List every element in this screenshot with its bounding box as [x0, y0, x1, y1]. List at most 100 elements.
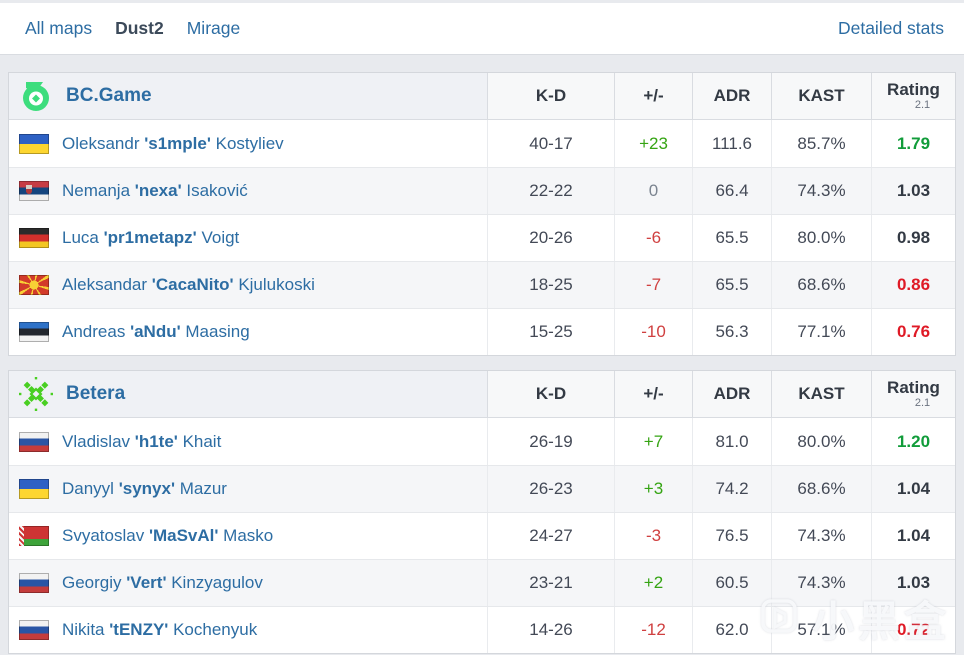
player-cell[interactable]: Georgiy 'Vert' Kinzyagulov — [9, 560, 487, 606]
column-header-rating: Rating 2.1 — [871, 371, 955, 417]
tab-mirage[interactable]: Mirage — [186, 18, 241, 38]
kd-value: 23-21 — [487, 560, 614, 606]
kast-value: 80.0% — [771, 418, 871, 465]
team-name[interactable]: BC.Game — [66, 85, 152, 106]
team-name[interactable]: Betera — [66, 383, 126, 404]
betera-logo-icon — [19, 377, 53, 411]
player-cell[interactable]: Luca 'pr1metapz' Voigt — [9, 215, 487, 261]
rating-value: 1.04 — [871, 513, 955, 559]
player-cell[interactable]: Danyyl 'synyx' Mazur — [9, 466, 487, 512]
player-name: Oleksandr 's1mple' Kostyliev — [62, 133, 284, 153]
rating-value: 0.72 — [871, 607, 955, 653]
adr-value: 62.0 — [692, 607, 771, 653]
adr-value: 76.5 — [692, 513, 771, 559]
player-cell[interactable]: Oleksandr 's1mple' Kostyliev — [9, 120, 487, 167]
table-row: Oleksandr 's1mple' Kostyliev 40-17 +23 1… — [9, 120, 955, 167]
player-name: Nikita 'tENZY' Kochenyuk — [62, 620, 258, 639]
rating-label: Rating — [887, 80, 940, 99]
kast-value: 74.3% — [771, 560, 871, 606]
kast-value: 80.0% — [771, 215, 871, 261]
adr-value: 81.0 — [692, 418, 771, 465]
table-row: Nemanja 'nexa' Isaković 22-22 0 66.4 74.… — [9, 167, 955, 214]
player-cell[interactable]: Aleksandar 'CacaNito' Kjulukoski — [9, 262, 487, 308]
kd-value: 26-19 — [487, 418, 614, 465]
north-macedonia-flag-icon — [19, 275, 49, 295]
kd-value: 20-26 — [487, 215, 614, 261]
plus-minus-value: +7 — [614, 418, 692, 465]
adr-value: 56.3 — [692, 309, 771, 355]
player-name: Vladislav 'h1te' Khait — [62, 431, 222, 451]
kd-value: 24-27 — [487, 513, 614, 559]
player-cell[interactable]: Nikita 'tENZY' Kochenyuk — [9, 607, 487, 653]
player-cell[interactable]: Andreas 'aNdu' Maasing — [9, 309, 487, 355]
rating-label: Rating — [887, 378, 940, 397]
player-name: Danyyl 'synyx' Mazur — [62, 479, 227, 498]
column-header-adr: ADR — [692, 371, 771, 417]
plus-minus-value: +2 — [614, 560, 692, 606]
detailed-stats-link[interactable]: Detailed stats — [837, 18, 944, 38]
russia-flag-icon — [19, 620, 49, 640]
column-header-adr: ADR — [692, 73, 771, 119]
estonia-flag-icon — [19, 322, 49, 342]
kd-value: 22-22 — [487, 168, 614, 214]
player-name: Luca 'pr1metapz' Voigt — [62, 228, 240, 247]
plus-minus-value: +3 — [614, 466, 692, 512]
adr-value: 65.5 — [692, 215, 771, 261]
plus-minus-value: 0 — [614, 168, 692, 214]
kast-value: 57.1% — [771, 607, 871, 653]
kast-value: 74.3% — [771, 513, 871, 559]
player-name: Nemanja 'nexa' Isaković — [62, 181, 248, 200]
player-name: Svyatoslav 'MaSvAl' Masko — [62, 526, 274, 545]
column-header-kast: KAST — [771, 73, 871, 119]
table-body: Vladislav 'h1te' Khait 26-19 +7 81.0 80.… — [9, 418, 955, 653]
kd-value: 14-26 — [487, 607, 614, 653]
plus-minus-value: -12 — [614, 607, 692, 653]
column-header-kast: KAST — [771, 371, 871, 417]
kast-value: 68.6% — [771, 466, 871, 512]
player-cell[interactable]: Nemanja 'nexa' Isaković — [9, 168, 487, 214]
table-row: Nikita 'tENZY' Kochenyuk 14-26 -12 62.0 … — [9, 606, 955, 653]
rating-value: 1.79 — [871, 120, 955, 167]
rating-value: 1.20 — [871, 418, 955, 465]
kd-value: 26-23 — [487, 466, 614, 512]
column-header-rating: Rating 2.1 — [871, 73, 955, 119]
player-cell[interactable]: Vladislav 'h1te' Khait — [9, 418, 487, 465]
column-header-plus-minus: +/- — [614, 73, 692, 119]
player-cell[interactable]: Svyatoslav 'MaSvAl' Masko — [9, 513, 487, 559]
rating-value: 1.03 — [871, 168, 955, 214]
player-name: Georgiy 'Vert' Kinzyagulov — [62, 573, 263, 592]
adr-value: 65.5 — [692, 262, 771, 308]
table-row: Georgiy 'Vert' Kinzyagulov 23-21 +2 60.5… — [9, 559, 955, 606]
adr-value: 60.5 — [692, 560, 771, 606]
ukraine-flag-icon — [19, 133, 49, 154]
kast-value: 85.7% — [771, 120, 871, 167]
rating-value: 1.04 — [871, 466, 955, 512]
tab-dust2[interactable]: Dust2 — [115, 18, 164, 38]
player-name: Aleksandar 'CacaNito' Kjulukoski — [62, 275, 315, 294]
player-name: Andreas 'aNdu' Maasing — [62, 322, 250, 341]
bcgame-logo-icon — [19, 79, 53, 113]
team-stats-table-bcgame: BC.Game K-D +/- ADR KAST Rating 2.1 Olek… — [8, 72, 956, 356]
table-header-row: BC.Game K-D +/- ADR KAST Rating 2.1 — [9, 73, 955, 120]
kd-value: 15-25 — [487, 309, 614, 355]
column-header-plus-minus: +/- — [614, 371, 692, 417]
table-body: Oleksandr 's1mple' Kostyliev 40-17 +23 1… — [9, 120, 955, 355]
table-header-row: Betera K-D +/- ADR KAST Rating 2.1 — [9, 371, 955, 418]
russia-flag-icon — [19, 431, 49, 452]
belarus-flag-icon — [19, 526, 49, 546]
kast-value: 77.1% — [771, 309, 871, 355]
russia-flag-icon — [19, 573, 49, 593]
tab-all-maps[interactable]: All maps — [25, 18, 93, 38]
rating-version-label: 2.1 — [914, 397, 931, 409]
kast-value: 68.6% — [771, 262, 871, 308]
team-header-cell: BC.Game — [9, 73, 487, 119]
kd-value: 40-17 — [487, 120, 614, 167]
column-header-kd: K-D — [487, 73, 614, 119]
rating-value: 1.03 — [871, 560, 955, 606]
kast-value: 74.3% — [771, 168, 871, 214]
adr-value: 74.2 — [692, 466, 771, 512]
column-header-kd: K-D — [487, 371, 614, 417]
table-row: Andreas 'aNdu' Maasing 15-25 -10 56.3 77… — [9, 308, 955, 355]
plus-minus-value: -3 — [614, 513, 692, 559]
serbia-flag-icon — [19, 181, 49, 201]
